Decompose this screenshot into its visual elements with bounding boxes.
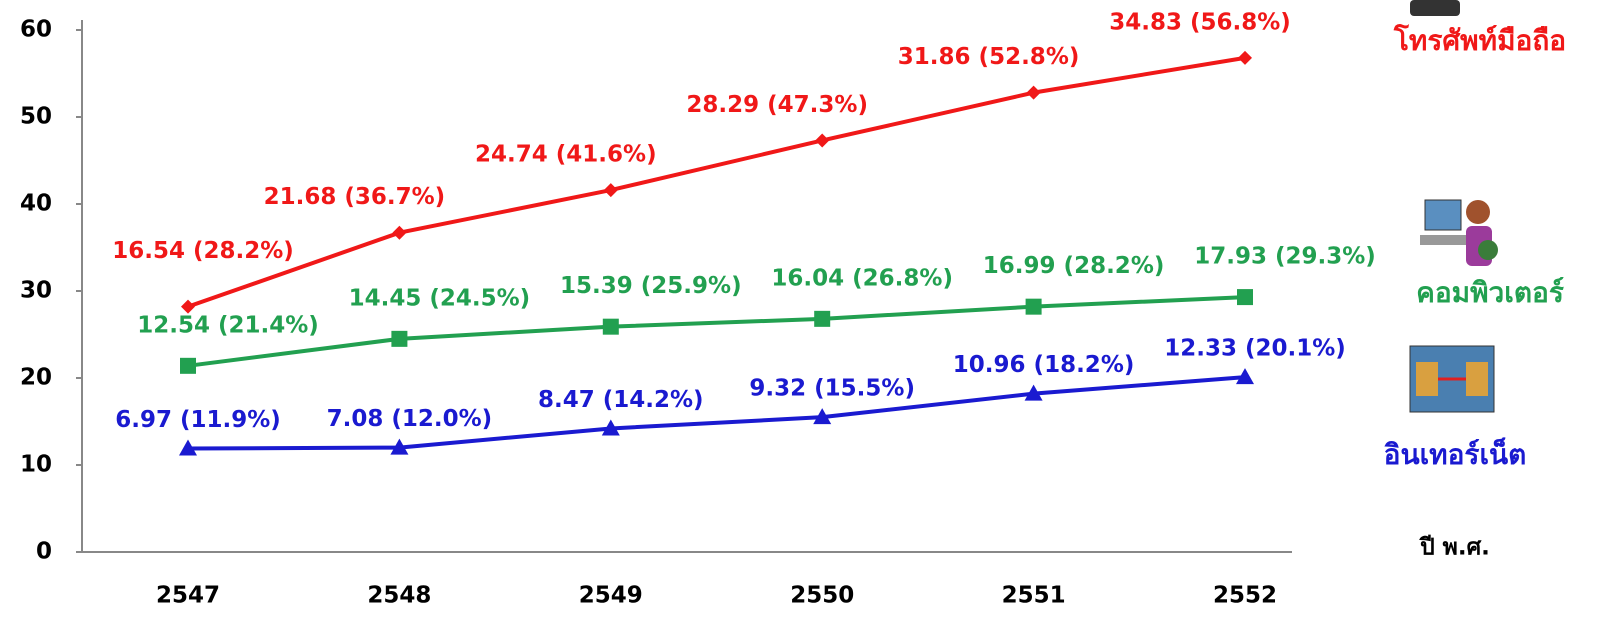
data-label: 16.99 (28.2%) bbox=[983, 253, 1165, 279]
legend-label: โทรศัพท์มือถือ bbox=[1393, 23, 1566, 57]
legend-label: อินเทอร์เน็ต bbox=[1383, 437, 1526, 471]
data-label: 9.32 (15.5%) bbox=[749, 376, 915, 402]
marker bbox=[180, 357, 196, 374]
x-tick-label: 2551 bbox=[1002, 583, 1066, 609]
y-tick-label: 30 bbox=[20, 278, 52, 304]
data-label: 14.45 (24.5%) bbox=[349, 285, 531, 311]
marker bbox=[1025, 298, 1042, 315]
marker bbox=[603, 183, 618, 198]
series-line bbox=[187, 55, 1246, 309]
marker bbox=[813, 408, 832, 425]
data-label: 15.39 (25.9%) bbox=[560, 273, 742, 299]
data-label: 31.86 (52.8%) bbox=[898, 44, 1080, 70]
marker bbox=[601, 419, 620, 436]
x-tick-label: 2550 bbox=[790, 583, 854, 609]
y-tick-label: 10 bbox=[20, 452, 52, 478]
marker bbox=[391, 330, 408, 347]
data-label: 17.93 (29.3%) bbox=[1194, 244, 1376, 270]
series-line bbox=[187, 375, 1246, 451]
marker bbox=[815, 133, 830, 148]
legend-label: คอมพิวเตอร์ bbox=[1416, 276, 1564, 309]
marker bbox=[390, 438, 409, 455]
data-label: 6.97 (11.9%) bbox=[115, 407, 281, 433]
x-tick-label: 2552 bbox=[1213, 583, 1277, 609]
marker bbox=[1236, 368, 1254, 385]
data-label: 12.54 (21.4%) bbox=[137, 312, 319, 338]
data-label: 10.96 (18.2%) bbox=[953, 352, 1135, 378]
x-tick-label: 2548 bbox=[367, 583, 431, 609]
data-label: 7.08 (12.0%) bbox=[327, 406, 493, 432]
marker bbox=[1024, 384, 1043, 401]
marker bbox=[602, 318, 619, 335]
series-line bbox=[187, 295, 1246, 368]
marker bbox=[1026, 85, 1041, 100]
data-label: 34.83 (56.8%) bbox=[1109, 9, 1291, 35]
x-tick-label: 2549 bbox=[579, 583, 643, 609]
y-tick-label: 60 bbox=[20, 17, 52, 43]
data-label: 21.68 (36.7%) bbox=[264, 184, 446, 210]
data-label: 28.29 (47.3%) bbox=[686, 92, 868, 118]
y-tick-label: 50 bbox=[20, 104, 52, 130]
y-tick-label: 40 bbox=[20, 191, 52, 217]
marker bbox=[179, 439, 197, 456]
computer-icon bbox=[1420, 199, 1498, 266]
data-label: 8.47 (14.2%) bbox=[538, 387, 704, 413]
y-tick-label: 20 bbox=[20, 365, 52, 391]
data-label: 12.33 (20.1%) bbox=[1164, 336, 1346, 362]
marker bbox=[181, 299, 195, 314]
x-axis-label: ปี พ.ศ. bbox=[1418, 535, 1489, 561]
marker bbox=[1237, 289, 1253, 306]
internet-icon bbox=[1409, 345, 1495, 413]
phone-icon bbox=[1410, 0, 1460, 16]
marker bbox=[814, 310, 831, 327]
x-tick-label: 2547 bbox=[156, 583, 220, 609]
data-label: 16.54 (28.2%) bbox=[112, 238, 294, 264]
marker bbox=[392, 225, 407, 240]
y-tick-label: 0 bbox=[36, 539, 52, 565]
marker bbox=[1238, 50, 1252, 65]
data-label: 24.74 (41.6%) bbox=[475, 142, 657, 168]
data-label: 16.04 (26.8%) bbox=[771, 265, 953, 291]
